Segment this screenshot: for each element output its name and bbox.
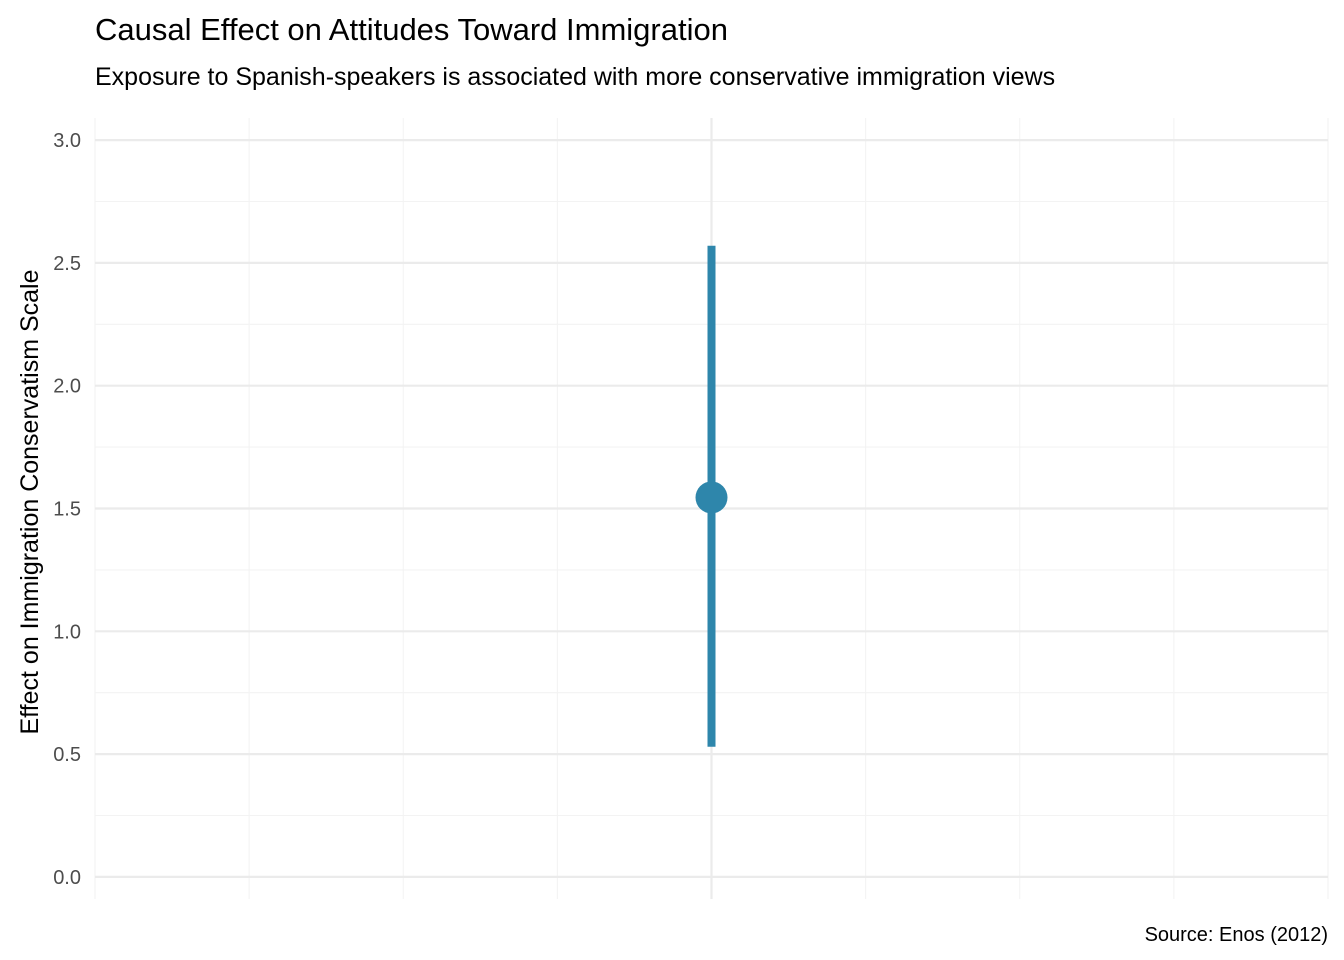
chart-caption: Source: Enos (2012) — [1145, 924, 1328, 946]
y-tick-label: 1.5 — [53, 499, 81, 521]
y-tick-label: 0.5 — [53, 744, 81, 766]
y-axis-label: Effect on Immigration Conservatism Scale — [16, 269, 44, 734]
y-tick-label: 1.0 — [53, 621, 81, 643]
plot-marks — [695, 245, 728, 747]
y-tick-label: 2.0 — [53, 376, 81, 398]
chart-subtitle: Exposure to Spanish-speakers is associat… — [95, 63, 1055, 91]
y-tick-label: 0.0 — [53, 867, 81, 889]
y-tick-label: 2.5 — [53, 253, 81, 275]
point-estimate — [695, 481, 728, 514]
y-tick-label: 3.0 — [53, 130, 81, 152]
chart-title: Causal Effect on Attitudes Toward Immigr… — [95, 12, 728, 47]
y-axis-ticks: 0.0 0.5 1.0 1.5 2.0 2.5 3.0 — [53, 130, 81, 889]
